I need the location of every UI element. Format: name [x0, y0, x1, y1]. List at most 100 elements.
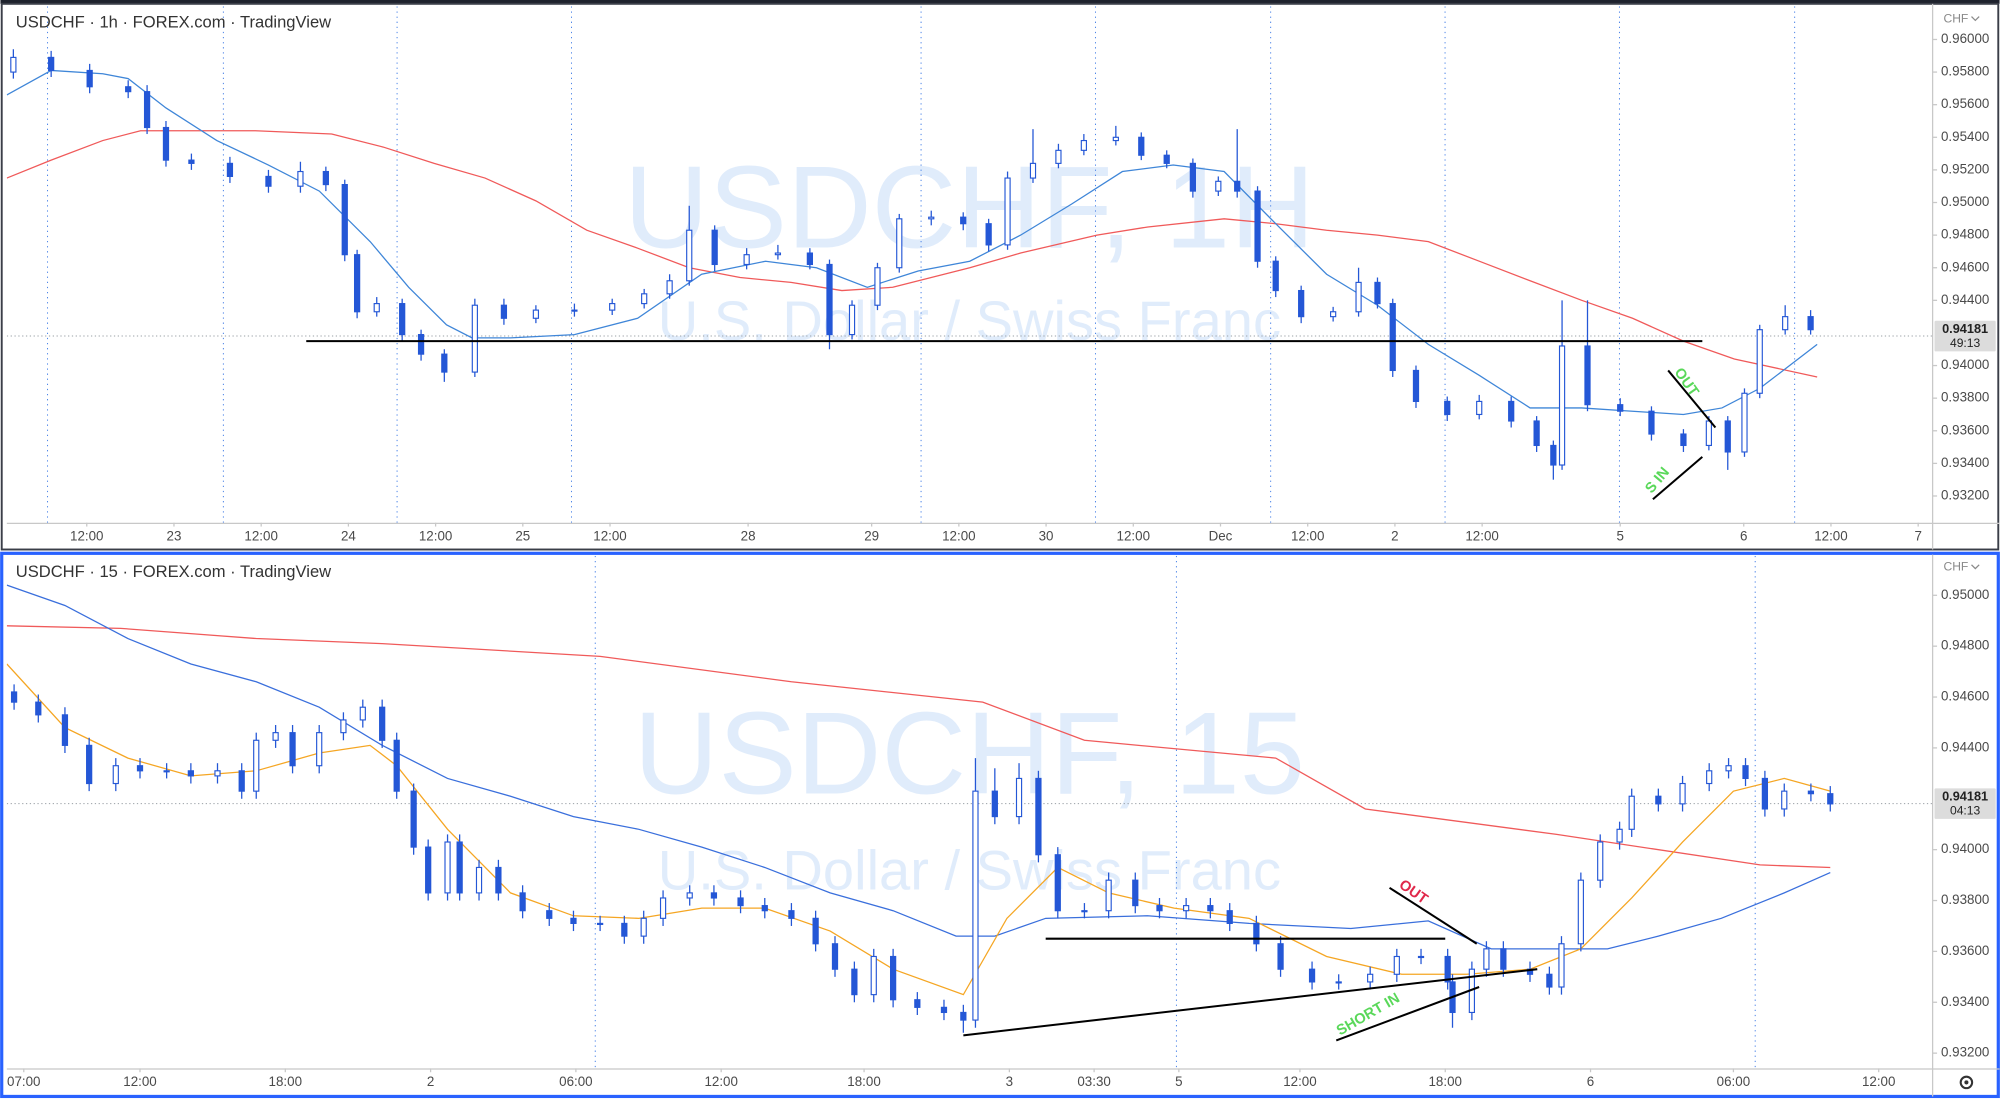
- candle-body: [1393, 955, 1400, 975]
- x-tick-label: 28: [741, 528, 756, 543]
- candle-body: [870, 955, 877, 996]
- candle-body: [960, 216, 967, 225]
- candle-body: [1508, 400, 1515, 422]
- y-tick-label: 0.94000: [1941, 357, 1989, 372]
- candle-body: [61, 714, 69, 746]
- candle-body: [666, 280, 673, 295]
- candle-body: [289, 732, 296, 767]
- candle-body: [788, 910, 795, 919]
- candle-body: [359, 706, 366, 721]
- candle-body: [1138, 136, 1145, 156]
- candle-body: [519, 892, 526, 912]
- y-tick-label: 0.93400: [1941, 455, 1989, 470]
- x-tick-label: 24: [341, 528, 356, 543]
- candle-body: [163, 770, 170, 773]
- candle-body: [373, 303, 380, 313]
- candle-body: [774, 252, 782, 256]
- candle-body: [1004, 177, 1011, 246]
- trend-line: [1388, 886, 1478, 945]
- candle-body: [737, 897, 744, 907]
- candle-body: [743, 254, 750, 266]
- candle-body: [686, 229, 693, 282]
- candle-body: [143, 91, 151, 129]
- candle-body: [188, 159, 195, 164]
- candle-body: [711, 229, 718, 266]
- trend-line: [1335, 986, 1480, 1042]
- x-tick-label: 12:00: [70, 528, 103, 543]
- chart-panel: USDCHF, 1H U.S. Dollar / Swiss Franc 0.960…: [6, 6, 1996, 543]
- candle-body: [596, 922, 604, 926]
- candle-body: [1558, 943, 1565, 988]
- candle-body: [1546, 973, 1553, 988]
- candle-body: [1781, 790, 1788, 810]
- candle-body: [1706, 770, 1713, 785]
- x-tick-label: 6: [1587, 1074, 1594, 1089]
- candle-body: [1761, 777, 1769, 810]
- bottom-panel-frame[interactable]: [0, 551, 2000, 1099]
- price-tag-value: 0.94181: [1942, 789, 1988, 804]
- candle-body: [1628, 795, 1635, 830]
- candle-body: [1207, 905, 1214, 912]
- x-tick-label: 03:30: [1077, 1074, 1110, 1089]
- chart-panel: USDCHF, 15 U.S. Dollar / Swiss Franc 0.950…: [6, 555, 1996, 1089]
- candle-body: [532, 309, 540, 319]
- trend-line: [963, 968, 1538, 1037]
- candle-body: [1330, 311, 1337, 318]
- candle-body: [1476, 400, 1483, 416]
- candle-body: [761, 905, 768, 912]
- candle-body: [1550, 444, 1557, 466]
- candle-body: [187, 770, 194, 777]
- watermark-description: U.S. Dollar / Swiss Franc: [658, 838, 1281, 901]
- candle-body: [379, 706, 386, 741]
- candle-body: [1298, 289, 1305, 318]
- x-tick-label: 7: [1914, 528, 1921, 543]
- candle-body: [1782, 316, 1789, 331]
- candle-body: [914, 999, 921, 1008]
- candle-body: [1680, 433, 1687, 447]
- candle-body: [35, 701, 42, 716]
- candle-body: [1741, 392, 1748, 453]
- x-tick-label: 12:00: [593, 528, 626, 543]
- candle-body: [826, 263, 833, 336]
- candle-body: [86, 744, 93, 785]
- y-tick-label: 0.95000: [1941, 587, 1989, 602]
- candle-body: [162, 126, 170, 161]
- y-tick-label: 0.94400: [1941, 292, 1989, 307]
- candle-body: [10, 691, 18, 703]
- candle-body: [972, 790, 979, 1021]
- candle-body: [940, 1006, 948, 1014]
- y-tick-label: 0.96000: [1941, 31, 1989, 46]
- x-tick-label: 12:00: [419, 528, 452, 543]
- candle-body: [253, 739, 260, 792]
- candle-body: [471, 304, 478, 373]
- candle-body: [1827, 793, 1834, 805]
- x-tick-label: 2: [1391, 528, 1398, 543]
- x-tick-label: Dec: [1209, 528, 1233, 543]
- candle-body: [546, 910, 553, 919]
- watermark-symbol: USDCHF, 1H: [624, 142, 1315, 273]
- candle-body: [316, 732, 323, 767]
- y-tick-label: 0.95200: [1941, 161, 1989, 176]
- candle-body: [1584, 345, 1591, 406]
- candle-body: [874, 267, 881, 306]
- candle-body: [1558, 345, 1566, 466]
- candle-body: [1105, 879, 1112, 912]
- settings-icon[interactable]: [1959, 1075, 1974, 1090]
- x-tick-label: 25: [515, 528, 530, 543]
- candle-body: [410, 790, 417, 848]
- top-edge: [0, 0, 2000, 4]
- indicator-line: [6, 69, 1818, 416]
- y-tick-label: 0.94600: [1941, 689, 1989, 704]
- candle-body: [441, 353, 448, 373]
- y-tick-label: 0.93200: [1941, 488, 1989, 503]
- indicator-line: [6, 663, 1831, 996]
- candle-body: [570, 917, 577, 924]
- y-tick-label: 0.94000: [1941, 841, 1989, 856]
- candle-body: [444, 841, 451, 894]
- y-tick-label: 0.94800: [1941, 638, 1989, 653]
- candle-body: [1277, 943, 1284, 970]
- x-tick-label: 12:00: [1465, 528, 1498, 543]
- candle-body: [1679, 782, 1686, 805]
